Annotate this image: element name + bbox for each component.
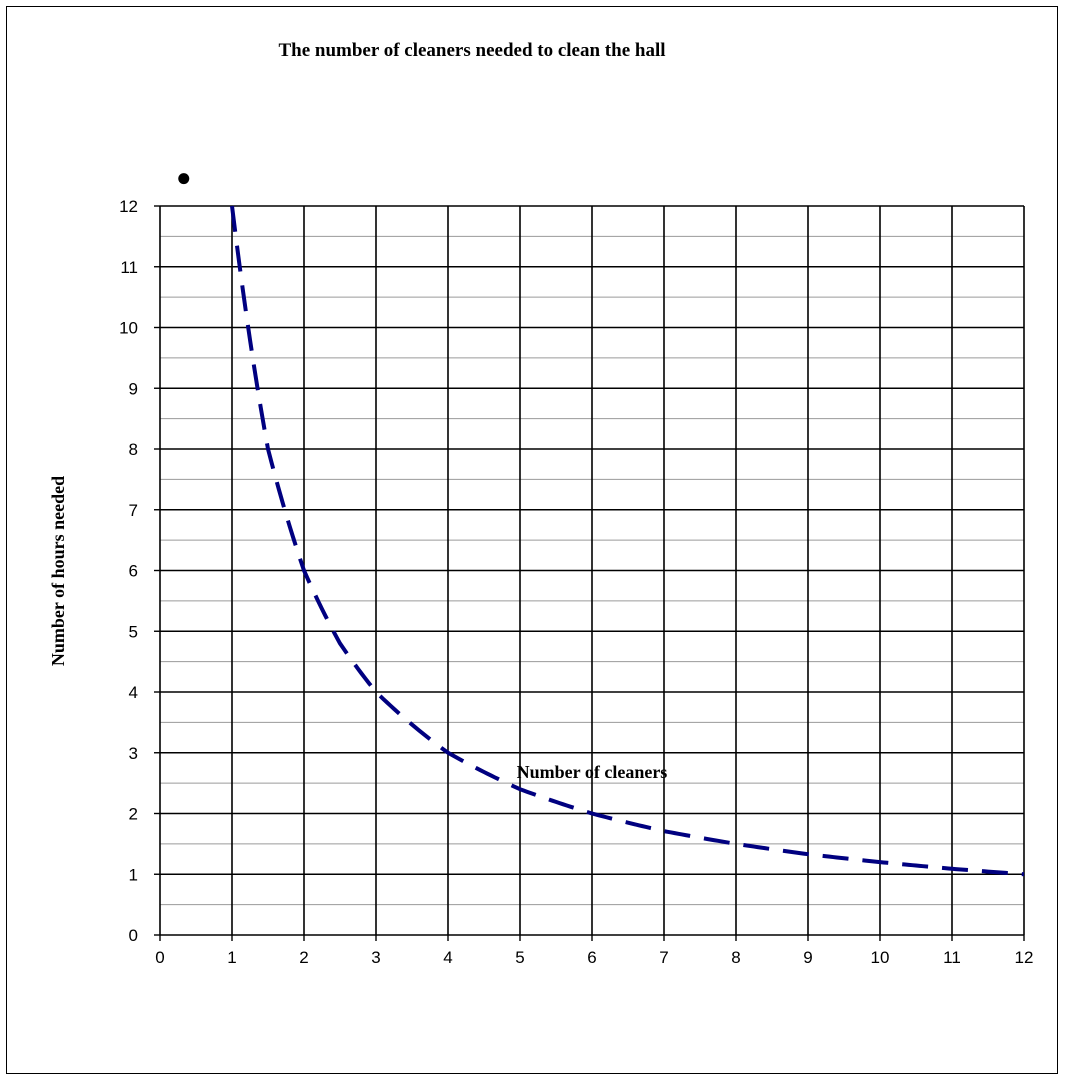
y-tick-label: 5 xyxy=(129,622,138,641)
x-tick-label: 8 xyxy=(731,948,740,967)
y-tick-label: 10 xyxy=(119,319,138,338)
y-tick-label: 6 xyxy=(129,562,138,581)
y-tick-label: 9 xyxy=(129,379,138,398)
x-tick-label: 12 xyxy=(1015,948,1034,967)
dot-marker xyxy=(178,173,190,185)
y-tick-label: 3 xyxy=(129,744,138,763)
x-tick-label: 6 xyxy=(587,948,596,967)
y-tick-label: 4 xyxy=(129,683,138,702)
series-line xyxy=(230,205,1025,877)
x-tick-label: 9 xyxy=(803,948,812,967)
x-tick-label: 10 xyxy=(871,948,890,967)
x-tick-label: 4 xyxy=(443,948,452,967)
y-tick-label: 7 xyxy=(129,501,138,520)
x-tick-label: 2 xyxy=(299,948,308,967)
x-tick-label: 1 xyxy=(227,948,236,967)
x-tick-label: 5 xyxy=(515,948,524,967)
y-tick-label: 11 xyxy=(120,258,138,277)
x-tick-label: 7 xyxy=(659,948,668,967)
y-tick-label: 12 xyxy=(119,197,138,216)
y-tick-label: 1 xyxy=(129,865,138,884)
x-tick-label: 3 xyxy=(371,948,380,967)
x-tick-label: 0 xyxy=(155,948,164,967)
y-tick-label: 0 xyxy=(129,926,138,945)
chart-title: The number of cleaners needed to clean t… xyxy=(278,40,666,61)
y-tick-label: 2 xyxy=(129,805,138,824)
x-tick-label: 11 xyxy=(943,948,961,967)
y-tick-label: 8 xyxy=(129,440,138,459)
